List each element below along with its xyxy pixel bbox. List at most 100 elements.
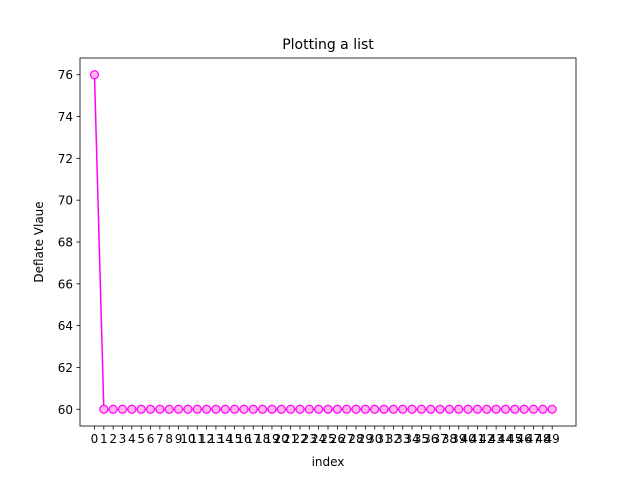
y-tick-label: 74 [58,110,73,124]
y-tick-label: 64 [58,319,73,333]
x-tick-label: 25 [320,432,335,446]
y-tick-label: 66 [58,277,73,291]
data-point [454,404,464,414]
y-axis-label: Deflate Vlaue [32,201,46,282]
data-point [332,404,342,414]
x-tick-label: 3 [119,432,127,446]
y-tick-label: 76 [58,68,73,82]
x-tick-label: 9 [175,432,183,446]
data-point [136,404,146,414]
data-point [538,404,548,414]
x-tick-label: 7 [156,432,164,446]
x-tick-label: 47 [526,432,541,446]
x-tick-label: 27 [339,432,354,446]
data-point [248,404,258,414]
data-point [211,404,221,414]
x-tick-label: 44 [498,432,513,446]
data-point [379,404,389,414]
data-point [239,404,249,414]
x-tick-label: 33 [395,432,410,446]
y-tick-label: 60 [58,403,73,417]
data-point [407,404,417,414]
x-tick-label: 12 [199,432,214,446]
x-tick-label: 4 [128,432,136,446]
data-point [145,404,156,414]
data-point [99,404,109,414]
x-axis-label: index [312,455,345,469]
data-point [426,404,436,414]
data-point [173,404,184,414]
x-tick-label: 15 [227,432,242,446]
x-tick-label: 13 [208,432,223,446]
data-point [482,404,492,414]
data-point [304,404,314,414]
data-point [388,404,398,414]
data-point [510,404,520,414]
y-tick-label: 68 [58,236,73,250]
data-point [201,404,212,414]
x-tick-label: 18 [255,432,270,446]
data-point [463,404,473,414]
x-tick-label: 48 [535,432,550,446]
y-tick-label: 70 [58,194,73,208]
x-tick-label: 10 [180,432,195,446]
data-point [155,404,165,414]
x-tick-label: 0 [91,432,99,446]
x-tick-label: 14 [218,432,233,446]
x-tick-label: 20 [274,432,289,446]
data-point [351,404,361,414]
data-point [267,404,277,414]
plot-frame [79,57,577,427]
data-point [398,404,408,414]
x-tick-label: 21 [283,432,298,446]
plot-area [80,58,576,426]
x-tick-label: 43 [488,432,503,446]
x-tick-label: 32 [386,432,401,446]
data-point [89,70,100,80]
data-point [276,404,286,414]
data-point [220,404,230,414]
data-point [258,404,268,414]
data-point [444,404,455,414]
data-point [435,404,445,414]
x-tick-label: 34 [404,432,419,446]
y-tick-label: 62 [58,361,73,375]
x-tick-label: 30 [367,432,382,446]
data-point [183,404,193,414]
data-point [229,404,240,414]
x-tick-label: 28 [348,432,363,446]
x-axis-ticks: 0 1 2 3 4 5 6 7 8 9101112131415161718192021222324… [91,426,560,446]
x-tick-label: 40 [460,432,475,446]
data-point [416,404,427,414]
x-tick-label: 41 [470,432,485,446]
data-point [127,404,137,414]
x-tick-label: 11 [190,432,205,446]
data-point [500,404,511,414]
x-tick-label: 36 [423,432,438,446]
data-point [164,404,174,414]
x-tick-label: 24 [311,432,326,446]
x-tick-label: 8 [165,432,173,446]
x-tick-label: 42 [479,432,494,446]
x-tick-label: 45 [507,432,522,446]
data-point [472,404,483,414]
x-tick-label: 19 [264,432,279,446]
x-tick-label: 17 [246,432,261,446]
y-tick-label: 72 [58,152,73,166]
series-layer [89,70,557,414]
x-tick-label: 5 [137,432,145,446]
x-tick-label: 31 [376,432,391,446]
chart-title: Plotting a list [282,37,374,53]
data-point [314,404,324,414]
data-point [491,404,501,414]
data-point [360,404,370,414]
x-tick-label: 46 [517,432,532,446]
data-point [286,404,296,414]
x-tick-label: 23 [302,432,317,446]
data-point [528,404,539,414]
data-point [295,404,305,414]
x-tick-label: 35 [414,432,429,446]
x-tick-label: 29 [358,432,373,446]
data-point [117,404,128,414]
